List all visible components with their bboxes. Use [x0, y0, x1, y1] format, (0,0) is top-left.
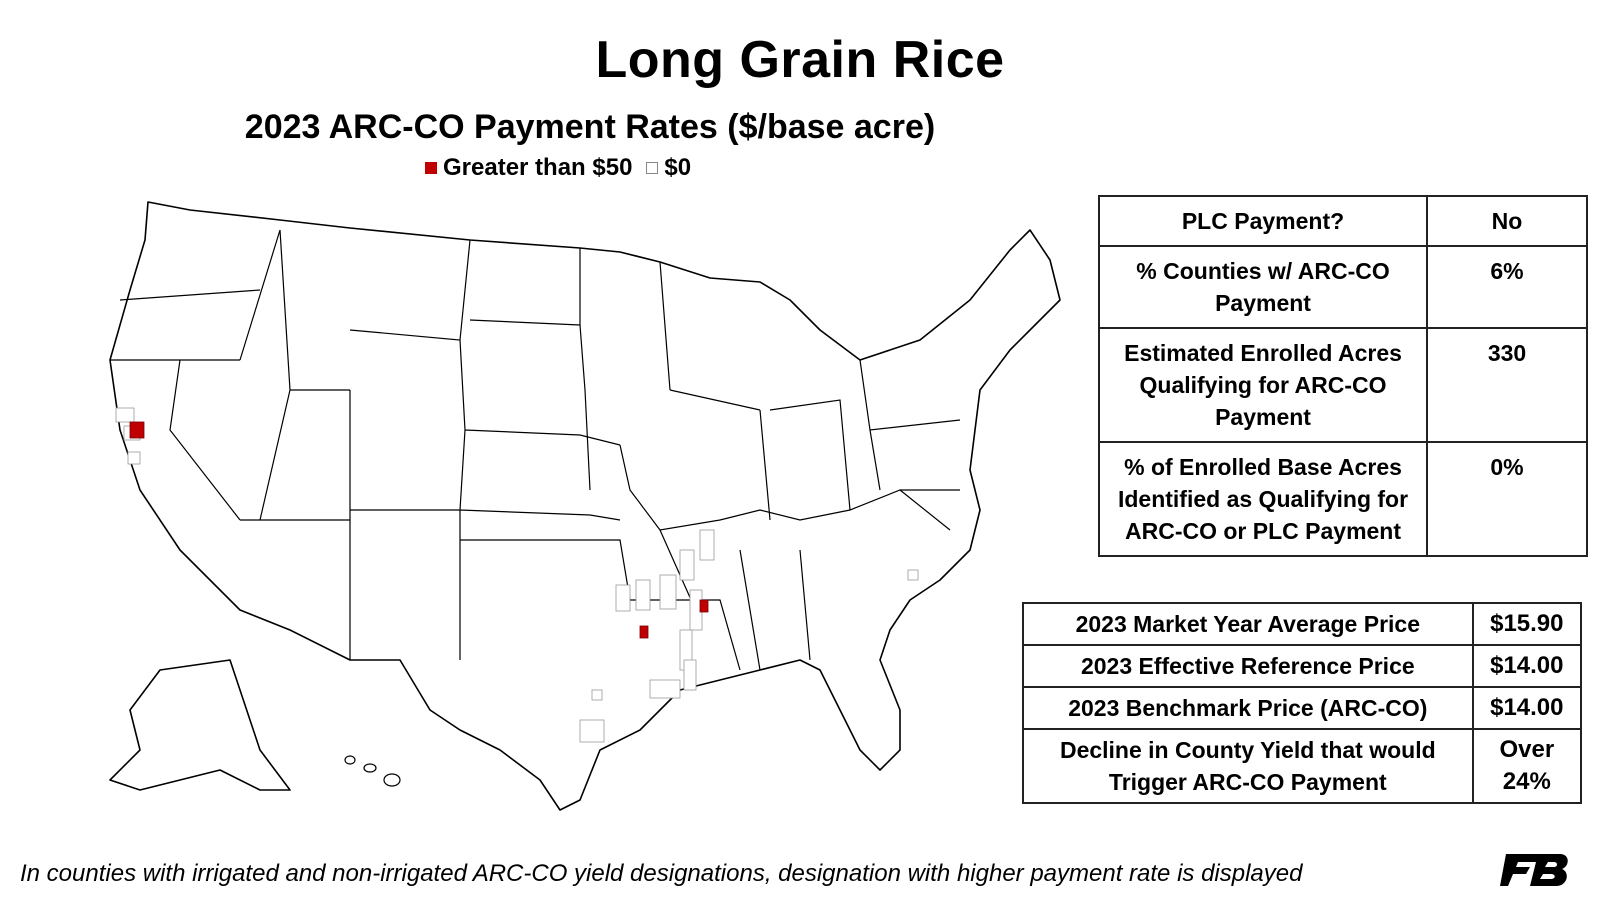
hawaii-island-2: [363, 763, 377, 773]
us-outline: [109, 201, 1061, 811]
county-zero-ar-4: [679, 549, 695, 581]
price-value: Over 24%: [1471, 728, 1583, 804]
table-row: % of Enrolled Base Acres Identified as Q…: [1097, 441, 1588, 557]
price-label: 2023 Benchmark Price (ARC-CO): [1022, 686, 1474, 730]
price-value: $15.90: [1471, 602, 1583, 646]
hawaii-island-3: [383, 773, 401, 787]
alaska-outline: [109, 659, 291, 791]
table-row: PLC Payment? No: [1097, 195, 1588, 247]
county-zero-ca-3: [127, 451, 141, 465]
county-zero-sc-1: [907, 569, 919, 581]
table-row: 2023 Benchmark Price (ARC-CO) $14.00: [1022, 686, 1583, 730]
price-value: $14.00: [1471, 644, 1583, 688]
county-zero-ca-1: [115, 407, 135, 423]
us-county-map: [109, 201, 1061, 811]
farm-bureau-logo-icon: [1500, 854, 1568, 886]
price-label: 2023 Effective Reference Price: [1022, 644, 1474, 688]
price-table: 2023 Market Year Average Price $15.90 20…: [1022, 602, 1583, 804]
summary-value: No: [1426, 195, 1588, 247]
county-zero-la-2: [683, 659, 697, 691]
county-payment-ca: [129, 421, 145, 439]
summary-value: 6%: [1426, 245, 1588, 329]
legend-swatch-zero: [646, 162, 659, 174]
county-zero-mo-1: [699, 529, 715, 561]
price-value: $14.00: [1471, 686, 1583, 730]
price-label: 2023 Market Year Average Price: [1022, 602, 1474, 646]
county-payment-ar-2: [699, 599, 709, 613]
county-payment-ar-1: [639, 625, 649, 639]
county-zero-ar-1: [615, 584, 631, 612]
summary-value: 330: [1426, 327, 1588, 443]
summary-label: PLC Payment?: [1097, 195, 1429, 247]
county-zero-ar-3: [659, 574, 677, 610]
table-row: 2023 Market Year Average Price $15.90: [1022, 602, 1583, 646]
table-row: Decline in County Yield that would Trigg…: [1022, 728, 1583, 804]
price-label: Decline in County Yield that would Trigg…: [1022, 728, 1474, 804]
legend-label-greater-than-50: Greater than $50: [443, 154, 633, 181]
county-zero-ar-2: [635, 579, 651, 611]
legend-label-zero: $0: [664, 154, 692, 181]
summary-label: Estimated Enrolled Acres Qualifying for …: [1097, 327, 1429, 443]
payment-summary-table: PLC Payment? No % Counties w/ ARC-CO Pay…: [1097, 195, 1588, 557]
summary-label: % of Enrolled Base Acres Identified as Q…: [1097, 441, 1429, 557]
county-zero-tx-1: [579, 719, 605, 743]
summary-label: % Counties w/ ARC-CO Payment: [1097, 245, 1429, 329]
county-zero-tx-2: [591, 689, 603, 701]
state-borders: [110, 229, 961, 671]
table-row: % Counties w/ ARC-CO Payment 6%: [1097, 245, 1588, 329]
table-row: 2023 Effective Reference Price $14.00: [1022, 644, 1583, 688]
map-subtitle: 2023 ARC-CO Payment Rates ($/base acre): [244, 108, 936, 146]
page-title: Long Grain Rice: [595, 31, 1005, 89]
table-row: Estimated Enrolled Acres Qualifying for …: [1097, 327, 1588, 443]
hawaii-island-1: [344, 755, 356, 765]
summary-value: 0%: [1426, 441, 1588, 557]
county-zero-la-1: [649, 679, 681, 699]
map-legend: Greater than $50 $0: [425, 154, 691, 182]
footnote: In counties with irrigated and non-irrig…: [20, 860, 1303, 887]
legend-swatch-greater-than-50: [425, 162, 437, 174]
